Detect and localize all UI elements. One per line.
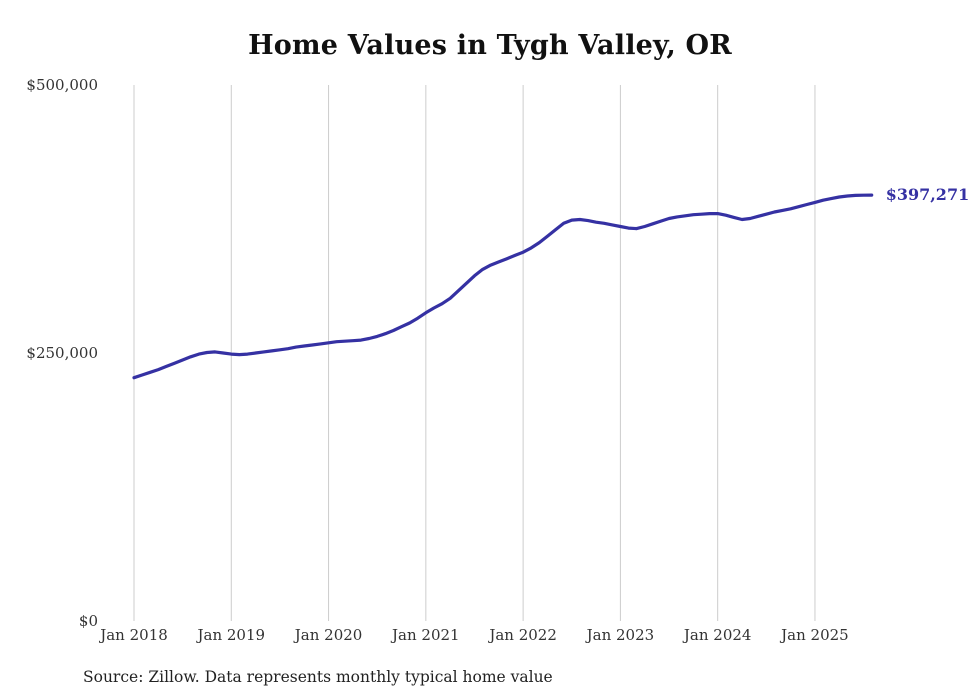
- home-value-line-series: [132, 193, 874, 380]
- y-tick-label: $500,000: [26, 76, 98, 94]
- source-note: Source: Zillow. Data represents monthly …: [83, 668, 553, 686]
- x-tick-label: Jan 2020: [294, 626, 363, 644]
- end-value-label: $397,271: [885, 185, 970, 205]
- x-tick-label: Jan 2018: [100, 626, 168, 644]
- chart-title: Home Values in Tygh Valley, OR: [248, 30, 732, 61]
- x-tick-label: Jan 2019: [197, 626, 266, 644]
- y-tick-label: $0: [78, 612, 98, 630]
- x-tick-label: Jan 2023: [586, 626, 655, 644]
- x-tick-label: Jan 2021: [392, 626, 460, 644]
- x-tick-label: Jan 2022: [489, 626, 557, 644]
- x-tick-label: Jan 2025: [781, 626, 849, 644]
- y-tick-label: $250,000: [26, 344, 98, 362]
- x-tick-label: Jan 2024: [683, 626, 752, 644]
- vertical-gridlines: [133, 85, 816, 621]
